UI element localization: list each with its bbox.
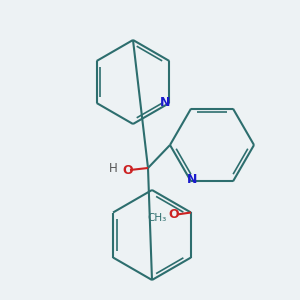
Text: O: O: [123, 164, 133, 176]
Text: O: O: [169, 208, 179, 221]
Text: H: H: [109, 163, 117, 176]
Text: N: N: [187, 173, 197, 186]
Text: N: N: [160, 97, 171, 110]
Text: CH₃: CH₃: [147, 214, 167, 224]
